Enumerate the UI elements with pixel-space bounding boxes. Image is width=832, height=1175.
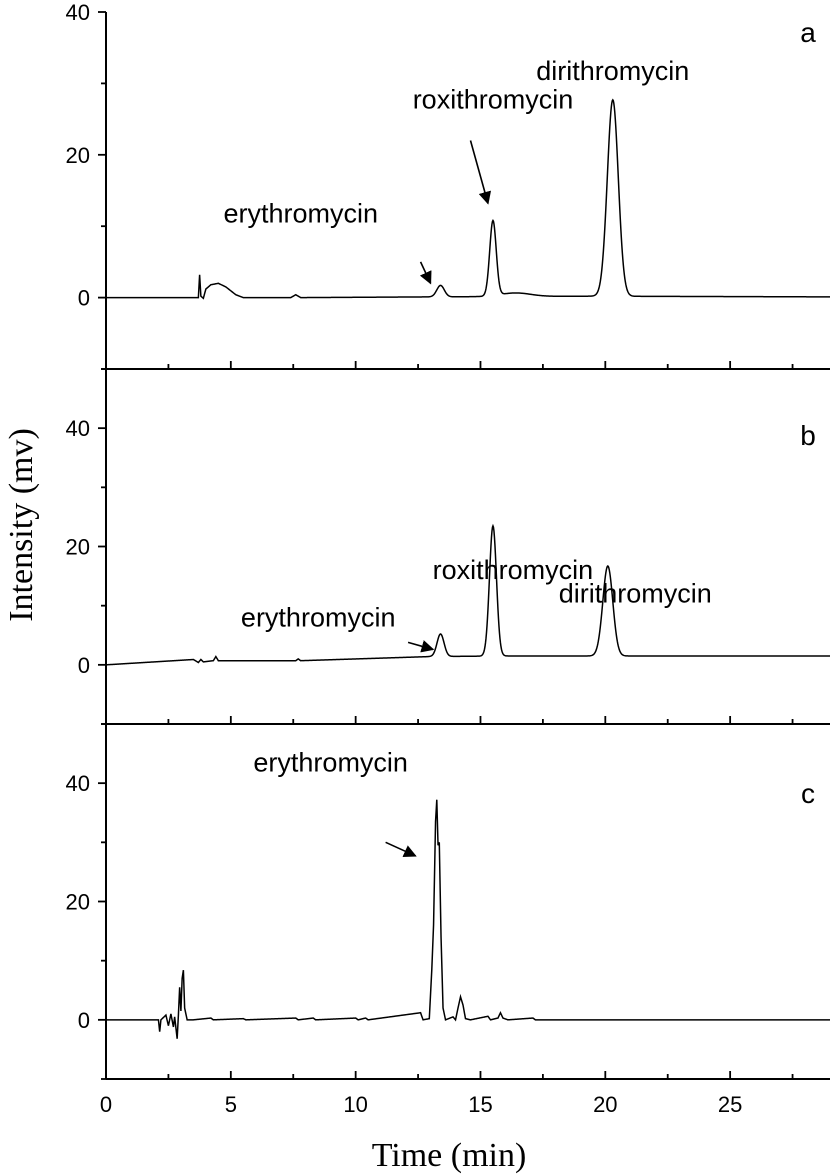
peak-label: roxithromycin <box>433 555 594 585</box>
peak-label: erythromycin <box>223 199 378 229</box>
y-tick-label: 40 <box>66 416 90 441</box>
chromatogram-trace-b <box>105 523 830 666</box>
peak-arrow <box>385 841 417 858</box>
y-tick-label: 40 <box>66 0 90 25</box>
y-tick-label: 20 <box>66 143 90 168</box>
y-axis-label: Intensity (mv) <box>3 428 40 622</box>
panel-label: c <box>801 778 815 809</box>
chart-panel-a: 0 20 40 erythromycin roxithromycindirithromy… <box>66 0 831 370</box>
y-tick-label: 0 <box>78 653 90 678</box>
panel-label: b <box>800 420 816 451</box>
x-tick-label: 10 <box>343 1092 367 1117</box>
y-tick-label: 0 <box>78 286 90 311</box>
panels-group: 02040erythromycinroxithromycindirithromy… <box>66 0 831 1117</box>
peak-label: erythromycin <box>241 602 396 632</box>
peak-label: roxithromycin <box>413 84 574 114</box>
x-tick-label: 15 <box>468 1092 492 1117</box>
chromatogram-trace-a <box>106 98 831 300</box>
x-tick-label: 5 <box>225 1092 237 1117</box>
x-axis-label: Time (min) <box>372 1137 527 1174</box>
chart-panel-b: 0 20 40 erythromycin roxithromycindirithromy… <box>66 368 830 725</box>
y-tick-label: 20 <box>66 890 90 915</box>
peak-arrow <box>407 640 435 653</box>
peak-label: erythromycin <box>253 747 408 777</box>
panel-label: a <box>800 17 816 48</box>
x-tick-label: 25 <box>718 1092 742 1117</box>
peak-arrow <box>469 140 492 205</box>
y-tick-label: 20 <box>66 535 90 560</box>
peak-arrow <box>419 261 432 285</box>
x-tick-label: 0 <box>100 1092 112 1117</box>
peak-label: dirithromycin <box>559 579 712 609</box>
y-tick-label: 40 <box>66 771 90 796</box>
chart-panel-c: 0 20 40 0 5 10 15 20 25 erythromycin c <box>66 723 830 1117</box>
y-tick-label: 0 <box>78 1008 90 1033</box>
x-tick-label: 20 <box>593 1092 617 1117</box>
chromatogram-trace-c <box>106 799 830 1039</box>
peak-label: dirithromycin <box>536 56 689 86</box>
